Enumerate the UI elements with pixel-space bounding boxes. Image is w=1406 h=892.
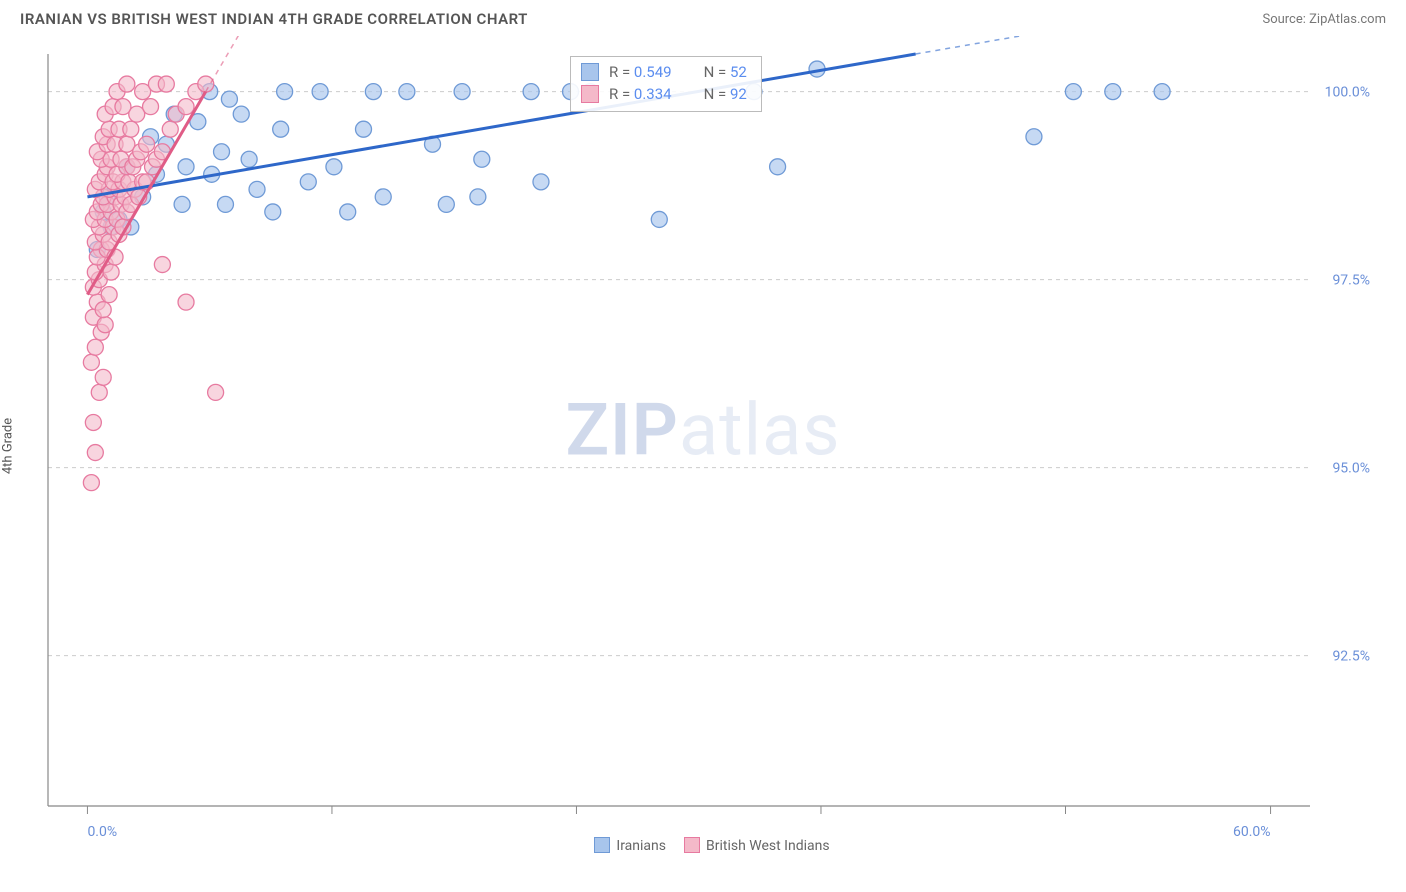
legend-bottom: Iranians British West Indians [0, 837, 1406, 854]
source-label: Source: ZipAtlas.com [1262, 12, 1386, 27]
y-axis-label: 4th Grade [1, 418, 16, 474]
legend-label: Iranians [616, 838, 666, 854]
swatch-icon [581, 85, 599, 103]
chart-header: IRANIAN VS BRITISH WEST INDIAN 4TH GRADE… [0, 0, 1406, 36]
stats-row: R = 0.334 N = 92 [581, 83, 747, 105]
svg-text:95.0%: 95.0% [1332, 461, 1370, 477]
swatch-icon [581, 63, 599, 81]
svg-text:92.5%: 92.5% [1332, 649, 1370, 665]
chart-area: 4th Grade 92.5%95.0%97.5%100.0%0.0%60.0%… [0, 36, 1406, 856]
stats-row: R = 0.549 N = 52 [581, 61, 747, 83]
svg-text:100.0%: 100.0% [1325, 85, 1370, 101]
legend-swatch-icon [594, 837, 610, 853]
source-link[interactable]: ZipAtlas.com [1309, 12, 1386, 27]
legend-label: British West Indians [706, 838, 830, 854]
correlation-stats-box: R = 0.549 N = 52 R = 0.334 N = 92 [570, 56, 762, 112]
chart-title: IRANIAN VS BRITISH WEST INDIAN 4TH GRADE… [20, 10, 528, 28]
svg-text:97.5%: 97.5% [1332, 273, 1370, 289]
legend-swatch-icon [684, 837, 700, 853]
scatter-plot: 92.5%95.0%97.5%100.0%0.0%60.0% [0, 36, 1406, 856]
